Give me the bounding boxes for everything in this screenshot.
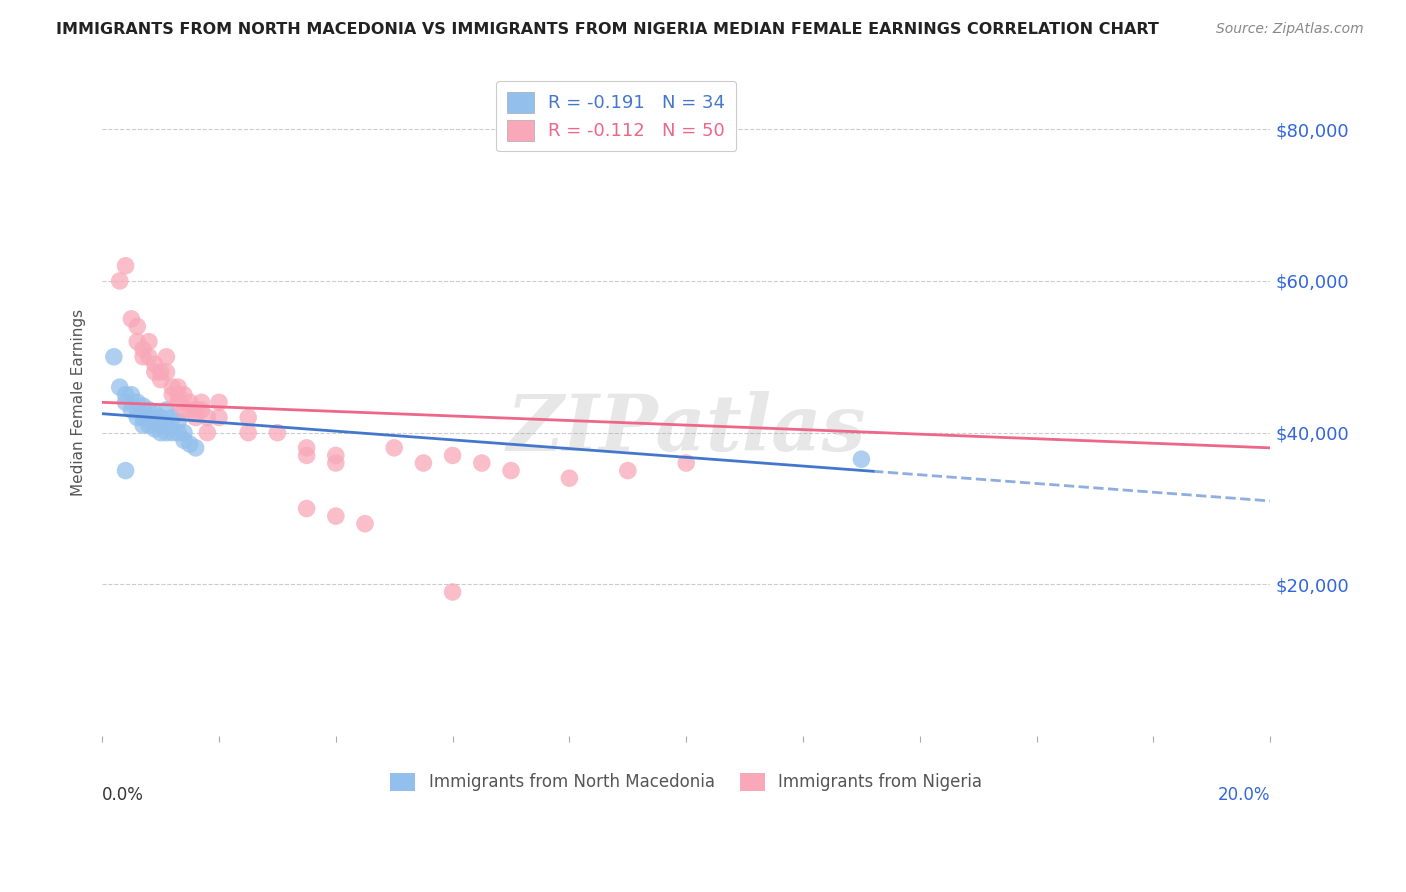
Point [127,319,149,334]
Point [179,395,201,409]
Text: 0.0%: 0.0% [103,786,143,805]
Point [190,403,212,417]
Point [149,373,172,387]
Point [127,334,149,349]
Point [382,441,405,455]
Point [120,311,142,326]
Point [675,456,697,470]
Point [441,449,464,463]
Point [138,350,160,364]
Point [412,456,434,470]
Point [155,425,177,440]
Point [184,403,207,417]
Point [108,274,131,288]
Point [195,410,218,425]
Point [155,418,177,433]
Point [167,380,190,394]
Point [138,410,160,425]
Point [325,509,347,524]
Point [149,410,172,425]
Point [295,449,318,463]
Y-axis label: Median Female Earnings: Median Female Earnings [72,309,86,496]
Point [173,403,195,417]
Point [325,456,347,470]
Point [108,380,131,394]
Point [143,407,166,421]
Point [132,350,155,364]
Point [149,425,172,440]
Point [155,365,177,379]
Point [238,410,260,425]
Point [132,418,155,433]
Text: 20.0%: 20.0% [1218,786,1270,805]
Point [143,414,166,428]
Point [120,403,142,417]
Point [295,441,318,455]
Point [143,422,166,436]
Point [266,425,288,440]
Point [120,388,142,402]
Point [238,425,260,440]
Point [184,410,207,425]
Point [499,464,522,478]
Point [173,388,195,402]
Point [167,395,190,409]
Point [149,365,172,379]
Point [138,334,160,349]
Point [167,414,190,428]
Point [162,425,184,440]
Point [143,358,166,372]
Point [149,418,172,433]
Point [162,380,184,394]
Point [132,399,155,413]
Legend: Immigrants from North Macedonia, Immigrants from Nigeria: Immigrants from North Macedonia, Immigra… [384,766,988,797]
Point [114,395,136,409]
Point [441,585,464,599]
Point [173,434,195,448]
Point [138,403,160,417]
Point [132,410,155,425]
Point [471,456,494,470]
Point [195,425,218,440]
Point [162,388,184,402]
Point [167,388,190,402]
Point [617,464,640,478]
Point [208,395,231,409]
Point [138,418,160,433]
Point [155,350,177,364]
Point [179,403,201,417]
Point [103,350,125,364]
Point [851,452,873,467]
Point [132,343,155,357]
Point [208,410,231,425]
Point [127,395,149,409]
Point [162,410,184,425]
Point [184,441,207,455]
Point [155,403,177,417]
Point [190,395,212,409]
Point [558,471,581,485]
Point [167,425,190,440]
Point [354,516,377,531]
Point [295,501,318,516]
Point [114,388,136,402]
Point [179,437,201,451]
Point [127,403,149,417]
Point [325,449,347,463]
Text: IMMIGRANTS FROM NORTH MACEDONIA VS IMMIGRANTS FROM NIGERIA MEDIAN FEMALE EARNING: IMMIGRANTS FROM NORTH MACEDONIA VS IMMIG… [56,22,1159,37]
Point [173,425,195,440]
Point [114,259,136,273]
Point [114,464,136,478]
Text: Source: ZipAtlas.com: Source: ZipAtlas.com [1216,22,1364,37]
Point [143,365,166,379]
Point [127,410,149,425]
Text: ZIPatlas: ZIPatlas [506,391,866,467]
